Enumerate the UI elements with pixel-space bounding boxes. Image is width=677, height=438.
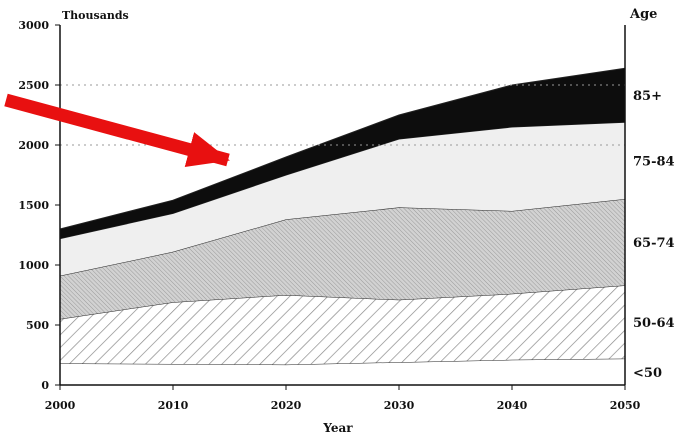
y-tick-label: 2500	[18, 79, 49, 92]
y-tick-label: 2000	[18, 139, 49, 152]
red-annotation-arrow	[4, 93, 230, 167]
y-tick-label: 0	[41, 379, 49, 392]
area-band-3	[60, 122, 625, 276]
y-axis-unit-label: Thousands	[62, 9, 129, 22]
gridlines	[60, 84, 625, 146]
y-tick-label: 1000	[18, 259, 49, 272]
area-band-2	[60, 199, 625, 319]
y-tick-label: 1500	[18, 199, 49, 212]
x-axis-ticks: 2000 2010 2020 2030 2040 2050	[45, 385, 641, 412]
age-label: 75-84	[633, 155, 675, 170]
area-bands	[59, 67, 626, 385]
y-axis-ticks: 0 500 1000 1500 2000 2500 3000	[18, 19, 60, 392]
age-label: 85+	[633, 89, 662, 104]
x-tick-label: 2000	[45, 399, 76, 412]
x-tick-label: 2030	[384, 399, 415, 412]
x-tick-label: 2020	[271, 399, 302, 412]
area-band-0	[60, 358, 625, 385]
y-tick-label: 500	[26, 319, 49, 332]
x-tick-label: 2050	[610, 399, 641, 412]
area-band-1	[60, 285, 625, 365]
x-axis-title: Year	[322, 421, 353, 435]
y-tick-label: 3000	[18, 19, 49, 32]
area-band-4	[60, 68, 625, 239]
area-boundary-line	[59, 67, 626, 230]
age-label: <50	[633, 366, 662, 381]
age-label: 50-64	[633, 316, 675, 331]
right-axis-title: Age	[629, 7, 657, 22]
age-label: 65-74	[633, 236, 675, 251]
age-group-labels: <50 50-64 65-74 75-84 85+	[633, 89, 675, 381]
x-tick-label: 2040	[497, 399, 528, 412]
x-tick-label: 2010	[158, 399, 189, 412]
